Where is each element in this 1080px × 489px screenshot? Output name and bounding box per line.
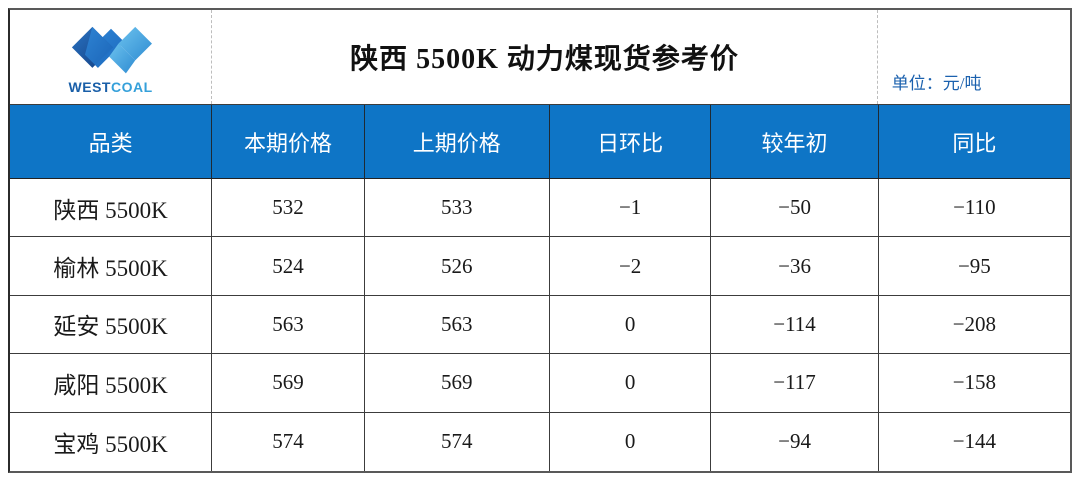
cell-yoy-change: −144: [952, 429, 997, 454]
cell-yoy-change: −208: [952, 311, 997, 336]
logo-cell: WESTCOAL: [10, 10, 213, 104]
cell-daily-change: 0: [550, 295, 712, 354]
table-row-xianyang: 咸阳 5500K 569 569 0 −117 −158: [10, 354, 1070, 413]
cell-previous-price: 569: [365, 354, 550, 412]
cell-current-price: 524: [212, 237, 365, 295]
title-cell: 陕西 5500K 动力煤现货参考价: [212, 10, 878, 104]
table-header-band: WESTCOAL 陕西 5500K 动力煤现货参考价 单位：元/吨: [10, 10, 1070, 105]
table-row-yulin: 榆林 5500K 524 526 −2 −36 −95: [10, 237, 1070, 296]
wordmark-west: WEST: [68, 78, 111, 95]
row-category: 宝鸡 5500K: [10, 412, 213, 471]
cell-yoy-change: −95: [957, 253, 991, 278]
row-category: 榆林 5500K: [10, 237, 213, 295]
column-header-daily-change: 日环比: [550, 105, 712, 178]
cell-ytd-change: −94: [711, 412, 879, 471]
cell-previous-price: 533: [365, 179, 550, 237]
cell-daily-change: −1: [550, 179, 712, 237]
unit-label: 单位：元/吨: [891, 74, 982, 93]
cell-ytd-change: −114: [711, 295, 879, 354]
westcoal-wordmark: WESTCOAL: [68, 78, 153, 95]
page-title: 陕西 5500K 动力煤现货参考价: [350, 44, 739, 75]
column-header-ytd-change: 较年初: [711, 105, 879, 178]
cell-current-price: 569: [212, 354, 365, 412]
cell-yoy-change: −110: [953, 195, 996, 220]
cell-daily-change: 0: [550, 412, 712, 471]
cell-ytd-change: −50: [711, 179, 879, 237]
table-row-yanan: 延安 5500K 563 563 0 −114 −208: [10, 295, 1070, 355]
cell-daily-change: −2: [550, 237, 712, 295]
wordmark-coal: COAL: [111, 78, 153, 95]
unit-cell: 单位：元/吨: [878, 10, 1070, 104]
column-header-previous-price: 上期价格: [365, 105, 550, 178]
cell-current-price: 574: [212, 412, 365, 471]
cell-daily-change: 0: [550, 354, 712, 412]
cell-previous-price: 563: [365, 295, 550, 354]
cell-current-price: 563: [212, 295, 365, 354]
cell-previous-price: 526: [365, 237, 550, 295]
column-header-current-price: 本期价格: [212, 105, 365, 178]
cell-previous-price: 574: [365, 412, 550, 471]
row-category: 陕西 5500K: [10, 179, 213, 237]
table-row-shaanxi: 陕西 5500K 532 533 −1 −50 −110: [10, 179, 1070, 238]
cell-ytd-change: −117: [711, 354, 879, 412]
cell-current-price: 532: [212, 179, 365, 237]
table-row-baoji: 宝鸡 5500K 574 574 0 −94 −144: [10, 412, 1070, 471]
cell-yoy-change: −158: [952, 370, 997, 395]
westcoal-logo-icon: [71, 26, 152, 74]
column-header-yoy-change: 同比: [952, 130, 997, 156]
column-header-category: 品类: [10, 105, 213, 178]
price-table-sheet: WESTCOAL 陕西 5500K 动力煤现货参考价 单位：元/吨 品类 本期价…: [8, 8, 1072, 473]
row-category: 延安 5500K: [10, 295, 213, 354]
column-header-row: 品类 本期价格 上期价格 日环比 较年初 同比: [10, 105, 1070, 179]
row-category: 咸阳 5500K: [10, 354, 213, 412]
cell-ytd-change: −36: [711, 237, 879, 295]
